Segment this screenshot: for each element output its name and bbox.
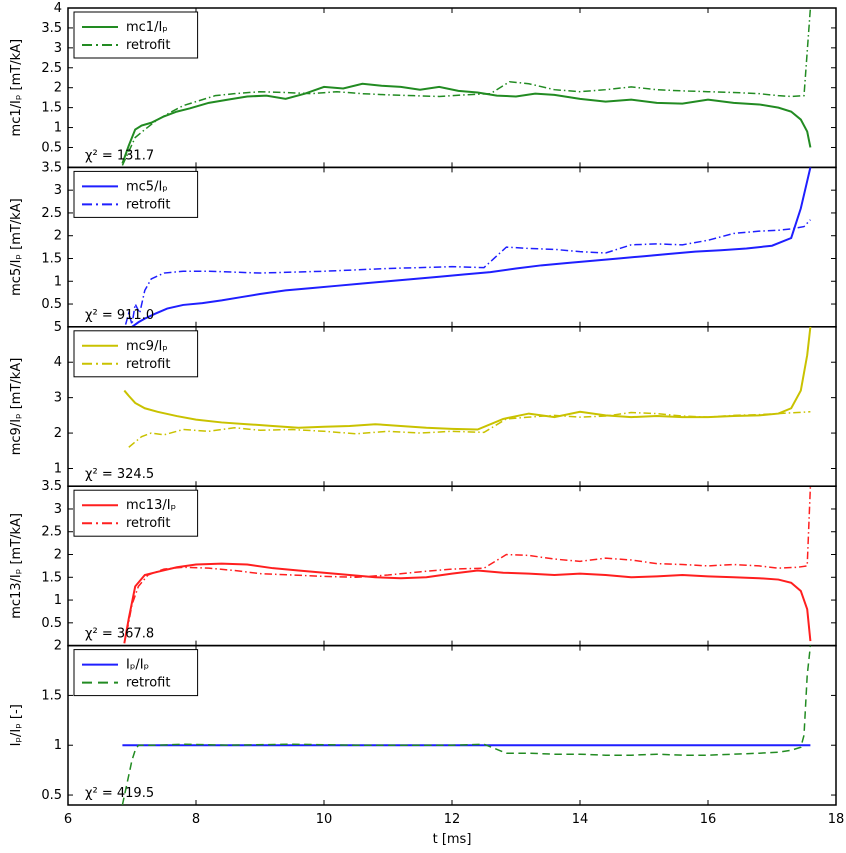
xtick-label: 12 <box>444 812 461 827</box>
ytick-label: 3 <box>54 41 62 56</box>
chi2-text: χ² = 911.0 <box>85 308 154 323</box>
legend: mc9/Iₚ retrofit <box>74 331 198 377</box>
ytick-label: 1.5 <box>41 251 62 266</box>
ytick-label: 3.5 <box>41 21 62 36</box>
ytick-label: 1 <box>54 461 62 476</box>
ytick-label: 1.5 <box>41 570 62 585</box>
legend-label: mc5/Iₚ <box>126 179 168 194</box>
legend-label: retrofit <box>126 676 170 691</box>
ylabel: mc5/Iₚ [mT/kA] <box>9 198 24 296</box>
panel-mc13: 0.5 1 1.5 2 2.5 3 3.5 χ² = 367.8 mc13/Iₚ [mT/kA]… <box>9 479 836 645</box>
ytick-label: 2 <box>54 639 62 654</box>
series-mc13-retrofit <box>127 486 811 632</box>
ytick-label: 3 <box>54 183 62 198</box>
chi2-text: χ² = 419.5 <box>85 786 154 801</box>
ytick-label: 1 <box>54 738 62 753</box>
panel-mc9: 1 2 3 4 5 χ² = 324.5 mc9/Iₚ [mT/kA] mc9/Iₚ retro… <box>9 320 836 486</box>
series-mc5-retrofit <box>126 220 811 325</box>
ytick-label: 1.5 <box>41 101 62 116</box>
legend-label: retrofit <box>126 516 170 531</box>
ylabel: Iₚ/Iₚ [-] <box>9 704 24 746</box>
legend-label: mc1/Iₚ <box>126 20 168 35</box>
panel-mc1: 0.5 1 1.5 2 2.5 3 3.5 4 χ² = 131.7 mc1/Iₚ [mT/kA]… <box>9 1 836 167</box>
ytick-label: 0.5 <box>41 297 62 312</box>
series-mc1-mc1/Ip <box>122 84 810 164</box>
figure-svg: 0.5 1 1.5 2 2.5 3 3.5 4 χ² = 131.7 mc1/Iₚ [mT/kA]… <box>0 0 846 853</box>
legend: mc1/Iₚ retrofit <box>74 12 198 58</box>
xtick-label: 16 <box>700 812 717 827</box>
ytick-label: 1 <box>54 121 62 136</box>
legend-label: mc13/Iₚ <box>126 498 176 513</box>
ylabel: mc9/Iₚ [mT/kA] <box>9 358 24 456</box>
ytick-label: 3 <box>54 391 62 406</box>
ytick-label: 0.5 <box>41 788 62 803</box>
chi2-text: χ² = 131.7 <box>85 148 154 163</box>
ytick-label: 0.5 <box>41 140 62 155</box>
series-mc13-mc13/Ip <box>124 564 810 644</box>
ytick-label: 0.5 <box>41 616 62 631</box>
ytick-label: 3.5 <box>41 479 62 494</box>
series-Ip-retrofit <box>122 646 810 805</box>
legend-label: Iₚ/Iₚ <box>126 658 149 673</box>
series-mc9-mc9/Ip <box>124 327 810 430</box>
ytick-label: 2 <box>54 426 62 441</box>
ytick-label: 2 <box>54 548 62 563</box>
legend: mc13/Iₚ retrofit <box>74 490 198 536</box>
legend-label: retrofit <box>126 357 170 372</box>
ytick-label: 2 <box>54 81 62 96</box>
xtick-label: 6 <box>64 812 72 827</box>
legend-label: mc9/Iₚ <box>126 339 168 354</box>
xtick-label: 8 <box>192 812 200 827</box>
legend-label: retrofit <box>126 197 170 212</box>
legend: Iₚ/Iₚ retrofit <box>74 650 198 696</box>
figure-root: 0.5 1 1.5 2 2.5 3 3.5 4 χ² = 131.7 mc1/Iₚ [mT/kA]… <box>0 0 846 853</box>
series-mc5-mc5/Ip <box>132 167 810 326</box>
panel-Ip: 0.5 1 1.5 2 6 8 10 12 14 16 18 χ² = 419.5 Iₚ/Iₚ [-] I… <box>9 639 844 827</box>
chi2-text: χ² = 324.5 <box>85 467 154 482</box>
xtick-label: 10 <box>316 812 333 827</box>
ylabel: mc13/Iₚ [mT/kA] <box>9 513 24 619</box>
ylabel: mc1/Iₚ [mT/kA] <box>9 39 24 137</box>
ytick-label: 3 <box>54 502 62 517</box>
xtick-label: 14 <box>572 812 589 827</box>
panel-mc5: 0.5 1 1.5 2 2.5 3 3.5 χ² = 911.0 mc5/Iₚ [mT/kA] m… <box>9 160 836 326</box>
legend: mc5/Iₚ retrofit <box>74 171 198 217</box>
xtick-label: 18 <box>828 812 845 827</box>
chi2-text: χ² = 367.8 <box>85 627 154 642</box>
legend-label: retrofit <box>126 38 170 53</box>
series-mc1-retrofit <box>122 8 810 165</box>
ytick-label: 2.5 <box>41 525 62 540</box>
ytick-label: 3.5 <box>41 160 62 175</box>
xlabel: t [ms] <box>433 832 472 847</box>
ytick-label: 2.5 <box>41 61 62 76</box>
ytick-label: 4 <box>54 1 62 16</box>
ytick-label: 2.5 <box>41 206 62 221</box>
ytick-label: 1 <box>54 593 62 608</box>
ytick-label: 1.5 <box>41 688 62 703</box>
ytick-label: 5 <box>54 320 62 335</box>
ytick-label: 2 <box>54 229 62 244</box>
ytick-label: 4 <box>54 355 62 370</box>
ytick-label: 1 <box>54 274 62 289</box>
